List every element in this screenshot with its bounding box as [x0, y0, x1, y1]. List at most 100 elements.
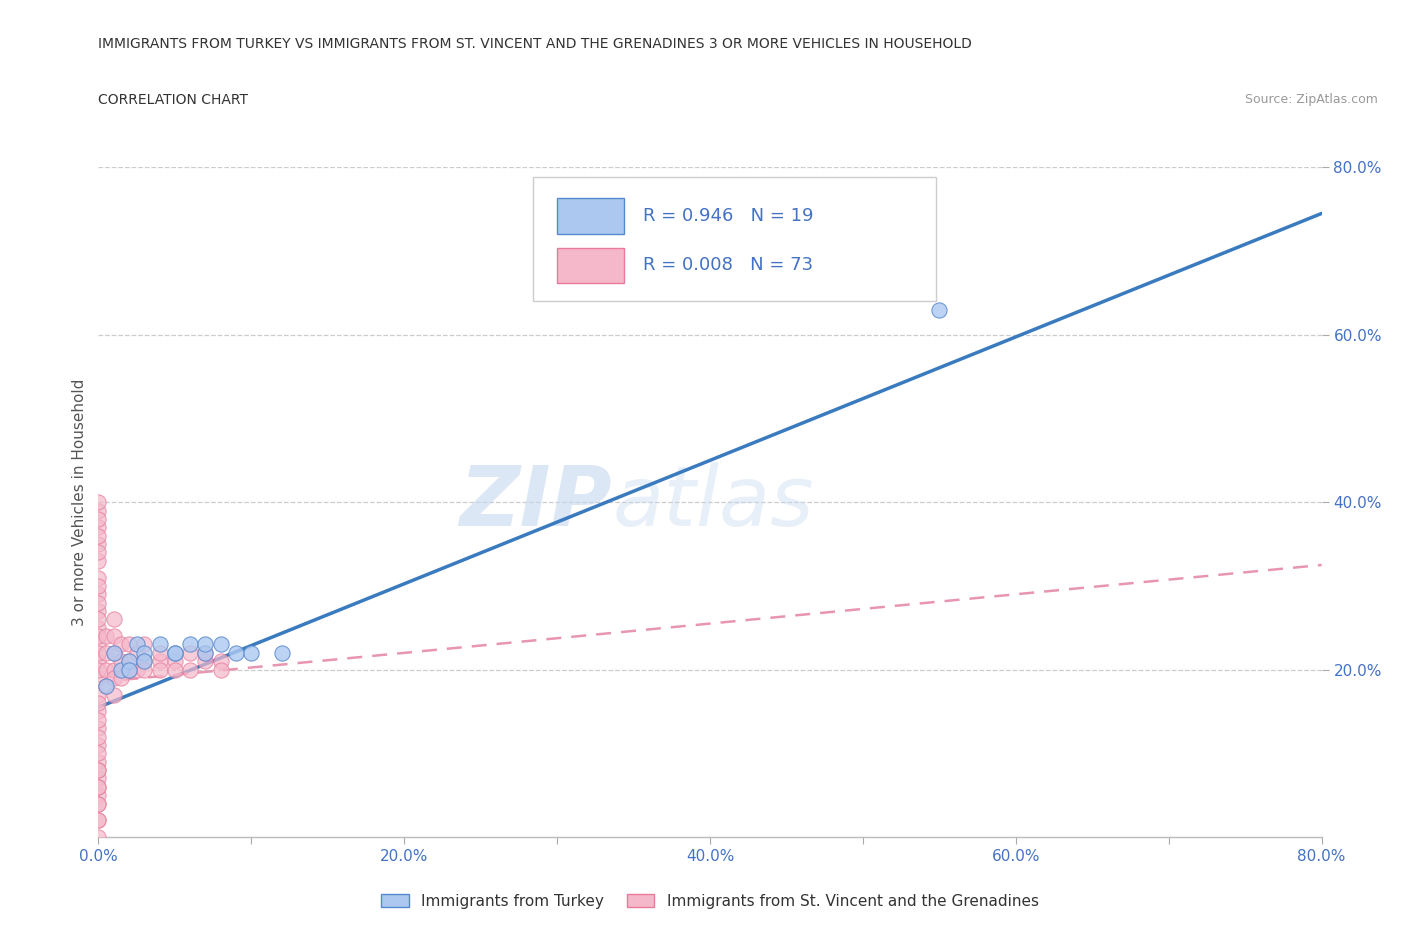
Point	[134, 645, 156, 660]
Point	[87, 629, 110, 644]
Point	[87, 637, 110, 652]
Point	[194, 654, 217, 669]
Point	[87, 813, 110, 828]
Point	[87, 721, 110, 736]
Point	[87, 520, 110, 535]
Point	[134, 662, 156, 677]
Point	[87, 654, 110, 669]
Point	[118, 662, 141, 677]
Point	[118, 637, 141, 652]
Point	[87, 796, 110, 811]
Point	[149, 654, 172, 669]
Point	[103, 671, 125, 685]
Point	[134, 654, 156, 669]
Point	[87, 779, 110, 794]
Point	[125, 645, 148, 660]
Point	[149, 662, 172, 677]
Point	[209, 654, 232, 669]
Point	[87, 587, 110, 602]
Point	[110, 662, 132, 677]
Point	[110, 654, 132, 669]
Point	[179, 637, 201, 652]
Point	[87, 788, 110, 803]
Point	[87, 696, 110, 711]
Point	[103, 645, 125, 660]
Point	[87, 503, 110, 518]
Point	[87, 687, 110, 702]
Point	[103, 629, 125, 644]
Text: CORRELATION CHART: CORRELATION CHART	[98, 93, 249, 107]
Point	[94, 679, 117, 694]
Point	[163, 645, 186, 660]
Point	[87, 746, 110, 761]
Point	[110, 637, 132, 652]
Point	[94, 679, 117, 694]
Point	[125, 637, 148, 652]
Point	[87, 671, 110, 685]
Legend: Immigrants from Turkey, Immigrants from St. Vincent and the Grenadines: Immigrants from Turkey, Immigrants from …	[374, 886, 1046, 916]
Point	[94, 662, 117, 677]
Point	[87, 612, 110, 627]
Point	[87, 779, 110, 794]
Point	[103, 612, 125, 627]
Point	[134, 654, 156, 669]
Point	[87, 512, 110, 526]
Point	[87, 813, 110, 828]
Point	[87, 704, 110, 719]
Point	[194, 645, 217, 660]
Point	[118, 654, 141, 669]
Point	[87, 763, 110, 777]
Point	[179, 662, 201, 677]
Point	[118, 654, 141, 669]
Text: Source: ZipAtlas.com: Source: ZipAtlas.com	[1244, 93, 1378, 106]
Point	[87, 553, 110, 568]
Point	[103, 662, 125, 677]
Bar	[557, 247, 624, 283]
Bar	[557, 198, 624, 233]
Point	[209, 662, 232, 677]
Point	[87, 737, 110, 752]
Point	[110, 671, 132, 685]
Point	[87, 662, 110, 677]
Point	[134, 637, 156, 652]
Point	[270, 645, 292, 660]
Point	[149, 637, 172, 652]
Point	[163, 654, 186, 669]
Text: R = 0.946   N = 19: R = 0.946 N = 19	[643, 207, 813, 225]
Point	[87, 729, 110, 744]
Point	[149, 645, 172, 660]
Point	[225, 645, 247, 660]
Point	[87, 830, 110, 844]
Point	[194, 645, 217, 660]
Point	[103, 687, 125, 702]
Point	[194, 637, 217, 652]
Point	[87, 763, 110, 777]
Text: ZIP: ZIP	[460, 461, 612, 543]
Point	[163, 645, 186, 660]
Point	[179, 645, 201, 660]
Point	[87, 537, 110, 551]
Point	[87, 754, 110, 769]
Point	[87, 495, 110, 510]
Point	[163, 662, 186, 677]
Point	[209, 637, 232, 652]
Point	[118, 662, 141, 677]
Point	[94, 629, 117, 644]
Text: IMMIGRANTS FROM TURKEY VS IMMIGRANTS FROM ST. VINCENT AND THE GRENADINES 3 OR MO: IMMIGRANTS FROM TURKEY VS IMMIGRANTS FRO…	[98, 37, 973, 51]
Point	[87, 578, 110, 593]
Y-axis label: 3 or more Vehicles in Household: 3 or more Vehicles in Household	[72, 379, 87, 626]
Point	[87, 528, 110, 543]
FancyBboxPatch shape	[533, 178, 936, 301]
Point	[87, 595, 110, 610]
Point	[87, 712, 110, 727]
Point	[87, 570, 110, 585]
Point	[87, 645, 110, 660]
Point	[87, 545, 110, 560]
Point	[94, 645, 117, 660]
Point	[240, 645, 263, 660]
Point	[125, 662, 148, 677]
Point	[928, 302, 950, 317]
Point	[103, 645, 125, 660]
Point	[87, 604, 110, 618]
Text: atlas: atlas	[612, 461, 814, 543]
